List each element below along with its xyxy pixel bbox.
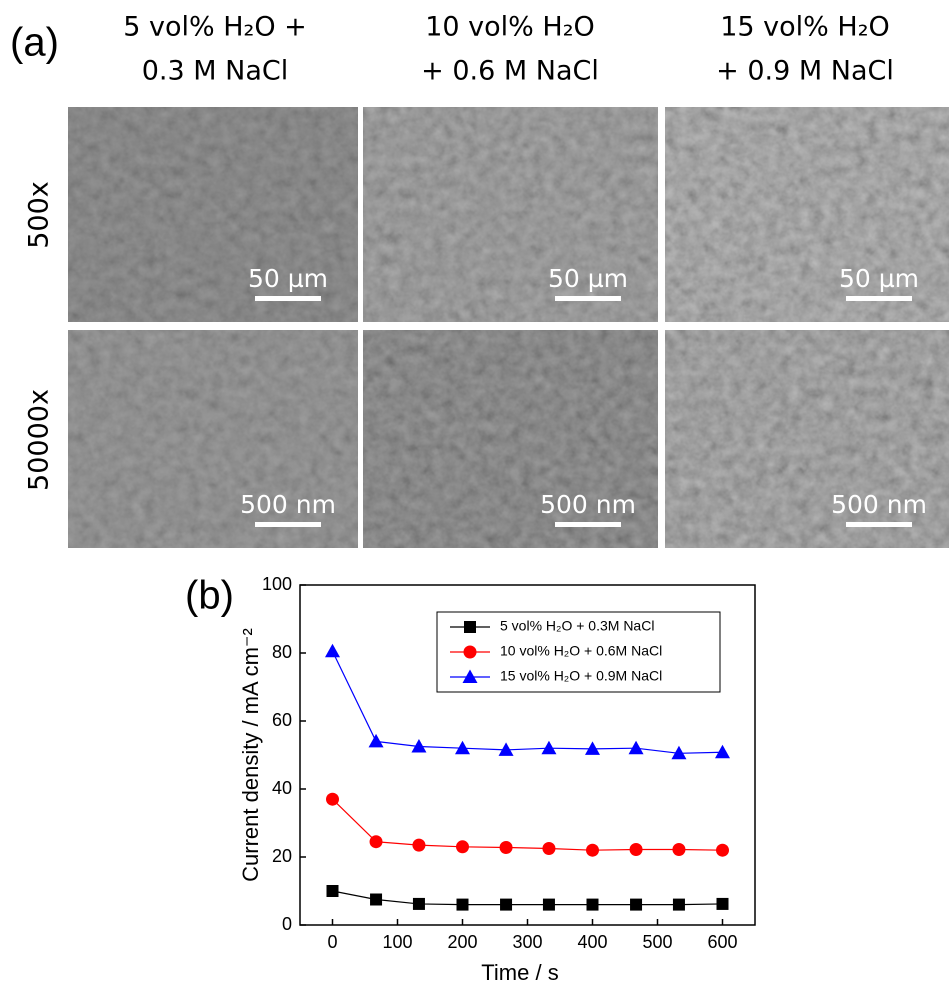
scale-bar [255, 522, 321, 527]
marker [464, 621, 476, 633]
legend-label: 10 vol% H₂O + 0.6M NaCl [500, 643, 662, 659]
y-tick-label: 100 [262, 574, 292, 594]
marker [456, 840, 469, 853]
y-tick-label: 0 [282, 914, 292, 934]
marker [587, 899, 599, 911]
marker [370, 835, 383, 848]
y-tick-label: 40 [272, 778, 292, 798]
marker [630, 843, 643, 856]
x-tick-label: 0 [327, 932, 337, 952]
column-header: + 0.9 M NaCl [716, 56, 894, 87]
marker [541, 741, 556, 755]
marker [412, 839, 425, 852]
y-tick-label: 60 [272, 710, 292, 730]
marker [717, 898, 729, 910]
scale-bar [846, 296, 912, 301]
scale-bar [846, 522, 912, 527]
marker [413, 898, 425, 910]
y-tick-label: 80 [272, 642, 292, 662]
marker [585, 741, 600, 755]
column-header: 10 vol% H₂O [425, 12, 595, 43]
marker [500, 899, 512, 911]
marker [630, 899, 642, 911]
row-label: 500x [24, 181, 55, 249]
figure: (a) 5 vol% H₂O + 0.3 M NaCl 10 vol% H₂O … [0, 0, 949, 989]
scale-bar [255, 296, 321, 301]
column-header: 15 vol% H₂O [720, 12, 890, 43]
legend-label: 15 vol% H₂O + 0.9M NaCl [500, 668, 662, 684]
legend-label: 5 vol% H₂O + 0.3M NaCl [500, 618, 654, 634]
marker [672, 843, 685, 856]
marker [464, 646, 477, 659]
x-tick-label: 400 [577, 932, 607, 952]
column-header: 0.3 M NaCl [142, 56, 289, 87]
panel-label: (b) [185, 574, 234, 618]
marker [673, 899, 685, 911]
x-tick-label: 500 [642, 932, 672, 952]
marker [542, 842, 555, 855]
marker [715, 745, 730, 759]
row-label: 50000x [24, 389, 55, 491]
marker [629, 741, 644, 755]
scale-bar-label: 50 µm [548, 264, 628, 293]
x-tick-label: 600 [707, 932, 737, 952]
marker [716, 844, 729, 857]
x-axis-title: Time / s [481, 960, 558, 985]
marker [370, 894, 382, 906]
plot: 0 100 200 300 400 500 600 0 20 40 60 80 100 5 vol% H₂… [262, 574, 755, 952]
marker [326, 793, 339, 806]
x-tick-label: 200 [447, 932, 477, 952]
scale-bar [555, 522, 621, 527]
scale-bar-label: 50 µm [839, 264, 919, 293]
marker [369, 734, 384, 748]
x-tick-label: 300 [512, 932, 542, 952]
panel-label: (a) [10, 21, 59, 65]
marker [543, 899, 555, 911]
scale-bar-label: 500 nm [831, 490, 927, 519]
column-header: + 0.6 M NaCl [421, 56, 599, 87]
series-line [333, 799, 723, 850]
x-tick-label: 100 [382, 932, 412, 952]
y-tick-label: 20 [272, 846, 292, 866]
scale-bar-label: 500 nm [240, 490, 336, 519]
marker [586, 844, 599, 857]
series-line [333, 891, 723, 905]
marker [327, 885, 339, 897]
scale-bar-label: 50 µm [248, 264, 328, 293]
marker [457, 899, 469, 911]
marker [500, 841, 513, 854]
scale-bar [555, 296, 621, 301]
sem-images: 50 µm 50 µm 50 µm 500 nm 500 nm 500 nm [68, 107, 949, 548]
column-header: 5 vol% H₂O + [123, 12, 307, 43]
marker [325, 644, 340, 658]
scale-bar-label: 500 nm [540, 490, 636, 519]
y-axis-title: Current density / mA cm⁻² [238, 628, 263, 882]
